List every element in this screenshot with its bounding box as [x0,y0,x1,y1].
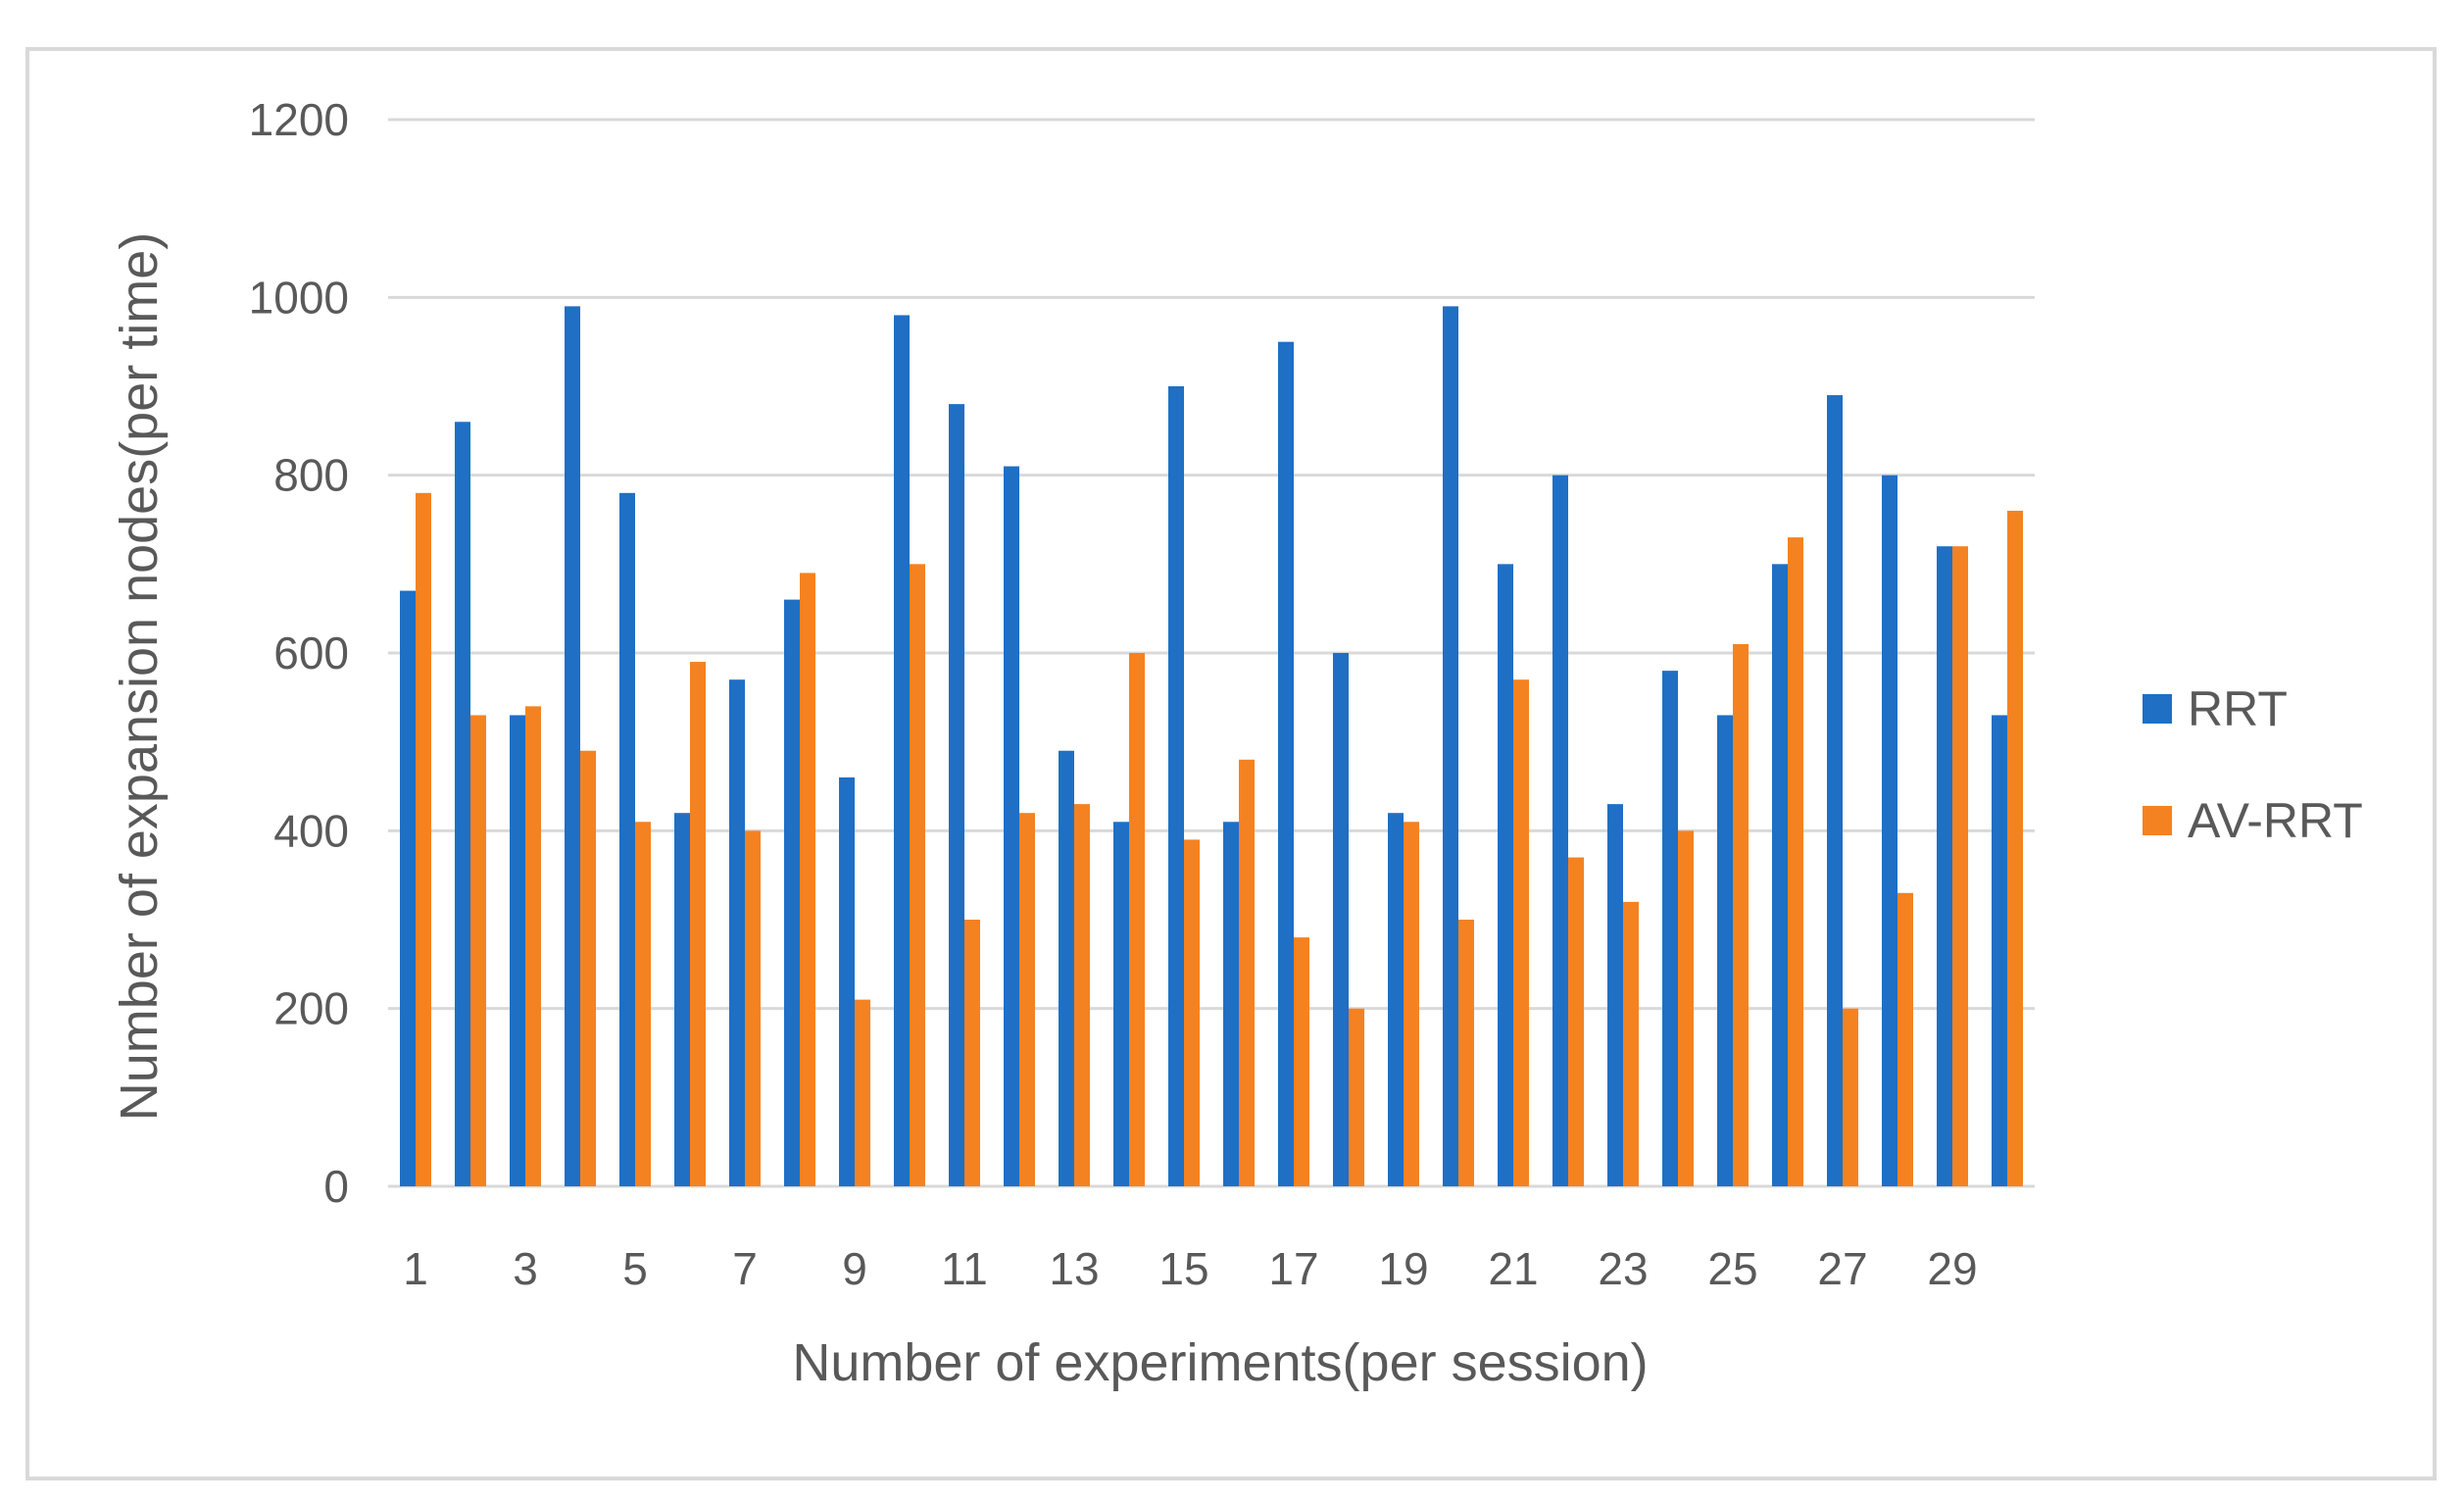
bar-rrt [565,306,580,1186]
bar-rrt [1607,804,1623,1186]
bar-av-rrt [1404,822,1419,1186]
y-axis-ticks: 0 200 400 600 800 1000 1200 [249,94,349,1212]
x-tick-label: 15 [1158,1243,1208,1294]
x-tick-label: 5 [622,1243,648,1294]
x-tick-label: 1 [403,1243,428,1294]
y-tick-label: 0 [323,1161,349,1212]
bar-av-rrt [1952,546,1968,1186]
bar-rrt [510,715,525,1186]
bar-av-rrt [1788,537,1803,1186]
bar-rrt [674,813,690,1186]
bar-rrt [1992,715,2007,1186]
bar-av-rrt [1623,901,1639,1186]
x-tick-label: 21 [1488,1243,1538,1294]
bar-av-rrt [745,830,761,1186]
bar-rrt [455,422,470,1186]
bar-av-rrt [1733,643,1749,1186]
bar-rrt [1772,564,1788,1186]
legend-label: AV-RRT [2188,793,2363,848]
bar-rrt [1552,475,1568,1187]
bar-rrt [1443,306,1458,1186]
bar-rrt [1059,750,1074,1186]
x-tick-label: 29 [1927,1243,1977,1294]
x-tick-label: 17 [1268,1243,1318,1294]
legend-swatch [2143,694,2172,724]
x-tick-label: 23 [1598,1243,1648,1294]
y-axis-title: Number of expansion nodes(per time) [110,232,169,1121]
bar-rrt [619,492,635,1186]
bar-av-rrt [1074,804,1090,1186]
y-tick-label: 200 [273,983,349,1034]
x-tick-label: 19 [1378,1243,1428,1294]
x-tick-label: 13 [1049,1243,1099,1294]
bar-rrt [949,404,964,1187]
bar-av-rrt [690,662,706,1186]
bar-rrt [1717,715,1733,1186]
bar-rrt [1333,653,1349,1186]
y-tick-label: 1200 [249,94,349,145]
bar-rrt [1498,564,1513,1186]
bar-av-rrt [635,822,651,1186]
bar-rrt [1168,386,1184,1186]
bar-rrt [1937,546,1952,1186]
bar-av-rrt [1129,653,1145,1186]
y-tick-label: 400 [273,805,349,856]
legend-label: RRT [2188,681,2288,736]
bar-av-rrt [1513,679,1529,1186]
bar-av-rrt [1897,892,1913,1186]
bar-av-rrt [1678,830,1694,1186]
bars [400,306,2023,1187]
bar-av-rrt [964,920,980,1186]
bar-rrt [894,315,910,1186]
bar-rrt [729,679,745,1186]
bar-rrt [1388,813,1404,1186]
y-tick-label: 800 [273,450,349,501]
legend-swatch [2143,806,2172,835]
x-tick-label: 9 [842,1243,867,1294]
bar-av-rrt [1349,1008,1364,1186]
bar-av-rrt [2007,510,2023,1186]
bar-rrt [1223,822,1239,1186]
bar-av-rrt [1019,813,1035,1186]
bar-rrt [784,599,800,1186]
bar-rrt [839,777,855,1186]
y-tick-label: 600 [273,627,349,678]
bar-av-rrt [800,573,815,1186]
x-axis-ticks: 1 3 5 7 9 11 13 15 17 19 21 23 25 27 29 [403,1243,1977,1294]
bar-av-rrt [910,564,925,1186]
x-tick-label: 3 [513,1243,538,1294]
x-axis-title: Number of experiments(per session) [792,1333,1648,1392]
bar-av-rrt [855,999,870,1186]
bar-rrt [1278,341,1294,1187]
x-tick-label: 7 [732,1243,758,1294]
legend: RRT AV-RRT [2143,681,2363,848]
bar-av-rrt [580,750,596,1186]
x-tick-label: 25 [1707,1243,1757,1294]
bar-rrt [1004,466,1019,1187]
bar-rrt [400,590,416,1186]
bar-av-rrt [1184,839,1200,1186]
bar-av-rrt [416,492,431,1186]
y-tick-label: 1000 [249,272,349,323]
bar-rrt [1827,395,1843,1187]
bar-av-rrt [1239,759,1255,1186]
bar-av-rrt [1294,937,1309,1186]
bar-av-rrt [1568,857,1584,1186]
bar-rrt [1113,822,1129,1186]
bar-av-rrt [1458,920,1474,1186]
bar-av-rrt [1843,1008,1858,1186]
gridlines [388,118,2035,1188]
bar-rrt [1662,671,1678,1186]
x-tick-label: 27 [1817,1243,1867,1294]
bar-rrt [1882,475,1897,1187]
bar-av-rrt [470,715,486,1186]
bar-av-rrt [525,706,541,1186]
x-tick-label: 11 [941,1243,988,1294]
